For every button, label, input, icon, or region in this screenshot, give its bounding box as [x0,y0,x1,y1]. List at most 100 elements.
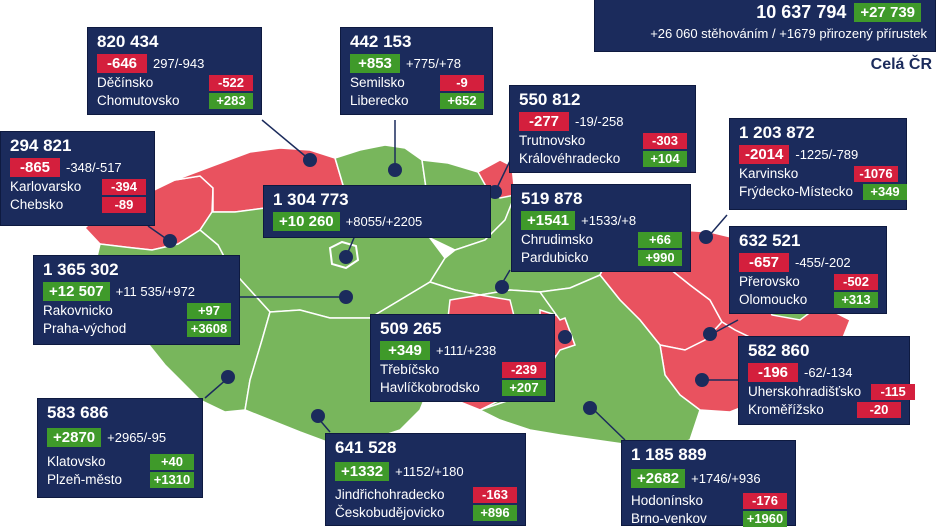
district-name: Brno-venkov [631,511,707,526]
district-row: Hodonínsko -176 [631,492,787,509]
district-row: Uherskohradišťsko -115 [748,383,916,400]
district-value: -9 [440,74,484,91]
district-value: +313 [834,291,878,308]
district-name: Liberecko [350,93,409,108]
district-value: +3608 [187,320,231,337]
district-name: Praha-východ [43,321,127,336]
region-box-jihocesky: 641 528 +1332 +1152/+180 Jindřichohradeck… [325,433,526,526]
district-name: Kroměřížsko [748,402,824,417]
district-name: Přerovsko [739,274,800,289]
district-name: Semilsko [350,75,405,90]
district-row: Královéhradecko +104 [519,150,687,167]
district-value: +1310 [150,471,194,488]
country-breakdown: +26 060 stěhováním / +1679 přirozený pří… [650,26,927,41]
region-breakdown: +1746/+936 [691,471,761,486]
region-breakdown: +1152/+180 [395,464,464,479]
district-row: Karlovarsko -394 [10,178,146,195]
region-jihomoravsky [478,274,701,451]
region-box-stredocesky: 1 365 302 +12 507 +11 535/+972 Rakovnicko… [33,255,240,345]
region-box-jihomoravsky: 1 185 889 +2682 +1746/+936 Hodonínsko -176… [621,440,796,527]
region-change-badge: +349 [380,341,430,360]
district-row: Chomutovsko +283 [97,92,253,109]
district-row: Českobudějovicko +896 [335,504,517,521]
district-row: Trutnovsko -303 [519,132,687,149]
district-row: Brno-venkov +1960 [631,510,787,527]
district-row: Liberecko +652 [350,92,484,109]
district-name: Třebíčsko [380,362,440,377]
district-name: Plzeň-město [47,472,123,487]
region-box-pardubicky: 519 878 +1541 +1533/+8 Chrudimsko +66 Pard… [511,184,691,272]
region-population: 1 185 889 [631,445,707,464]
region-breakdown: +775/+78 [406,56,461,71]
country-label: Celá ČR [870,56,932,73]
region-breakdown: -348/-517 [66,160,122,175]
district-name: Chebsko [10,197,64,212]
district-name: Děčínsko [97,75,154,90]
region-change-badge: -196 [748,363,798,382]
region-breakdown: 297/-943 [153,56,205,71]
district-row: Frýdecko-Místecko +349 [739,183,908,200]
district-row: Jindřichohradecko -163 [335,486,517,503]
district-value: -89 [102,196,146,213]
region-box-karlovarsky: 294 821 -865 -348/-517 Karlovarsko -394 Ch… [0,131,155,226]
district-name: Hodonínsko [631,493,704,508]
district-name: Karlovarsko [10,179,82,194]
region-population: 1 365 302 [43,260,119,279]
region-population: 519 878 [521,189,583,208]
district-row: Semilsko -9 [350,74,484,91]
district-value: -522 [209,74,253,91]
country-summary-box: 10 637 794 +27 739 +26 060 stěhováním / … [594,0,936,52]
district-name: Chrudimsko [521,232,594,247]
region-breakdown: +2965/-95 [107,430,167,445]
district-value: -115 [871,383,916,400]
region-population: 641 528 [335,438,397,457]
district-name: Karvinsko [739,166,799,181]
district-row: Havlíčkobrodsko +207 [380,379,546,396]
district-value: +990 [638,249,682,266]
region-breakdown: +1533/+8 [581,213,637,228]
region-population: 1 304 773 [273,190,349,209]
region-breakdown: +11 535/+972 [115,284,195,299]
district-name: Trutnovsko [519,133,586,148]
district-row: Rakovnicko +97 [43,302,231,319]
district-name: Klatovsko [47,454,106,469]
district-value: +652 [440,92,484,109]
region-population: 632 521 [739,231,801,250]
region-change-badge: -865 [10,158,60,177]
region-change-badge: -2014 [739,145,790,164]
district-row: Třebíčsko -239 [380,361,546,378]
region-breakdown: +111/+238 [436,343,497,358]
region-population: 442 153 [350,32,412,51]
region-change-badge: +1541 [521,211,576,230]
district-row: Pardubicko +990 [521,249,682,266]
region-change-badge: -657 [739,253,789,272]
district-row: Praha-východ +3608 [43,320,231,337]
district-value: +104 [643,150,687,167]
region-box-kralovehradecky: 550 812 -277 -19/-258 Trutnovsko -303 Král… [509,85,696,173]
district-value: -163 [473,486,517,503]
district-value: +66 [638,231,682,248]
district-name: Frýdecko-Místecko [739,184,854,199]
region-change-badge: +2870 [47,428,102,447]
district-value: -394 [102,178,146,195]
region-population: 820 434 [97,32,159,51]
region-box-praha: 1 304 773 +10 260 +8055/+2205 [263,185,491,238]
district-name: Olomoucko [739,292,808,307]
region-breakdown: +8055/+2205 [345,214,423,229]
district-value: +349 [863,183,908,200]
district-row: Karvinsko -1076 [739,165,898,182]
district-row: Chebsko -89 [10,196,146,213]
region-box-vysocina: 509 265 +349 +111/+238 Třebíčsko -239 Havl… [370,314,555,402]
region-population: 550 812 [519,90,581,109]
district-value: +207 [502,379,546,396]
region-box-liberecky: 442 153 +853 +775/+78 Semilsko -9 Libereck… [340,27,493,115]
district-name: Pardubicko [521,250,589,265]
region-breakdown: -19/-258 [575,114,624,129]
region-population: 1 203 872 [739,123,815,142]
region-change-badge: -277 [519,112,569,131]
district-value: +97 [187,302,231,319]
region-change-badge: -646 [97,54,147,73]
region-box-plzensky: 583 686 +2870 +2965/-95 Klatovsko +40 Plze… [37,398,203,498]
district-row: Olomoucko +313 [739,291,878,308]
country-population: 10 637 794 [756,2,847,22]
